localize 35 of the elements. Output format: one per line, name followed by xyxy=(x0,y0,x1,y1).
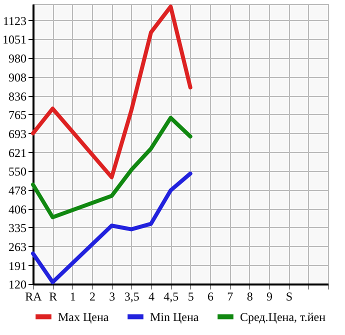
y-tick-label: 191 xyxy=(8,258,26,273)
y-tick-label: 478 xyxy=(8,183,26,198)
x-tick-label: 4 xyxy=(148,290,154,304)
x-tick-label: 1 xyxy=(70,290,76,304)
line-series xyxy=(31,172,192,284)
y-tick-label: 406 xyxy=(8,202,26,216)
x-tick-label: RA xyxy=(25,290,42,304)
y-tick-label: 550 xyxy=(8,164,26,178)
x-tick-label: R xyxy=(49,290,58,304)
x-tick-label: 9 xyxy=(266,290,272,304)
x-tick-label: 3,5 xyxy=(124,290,140,304)
y-tick-label: 1123 xyxy=(2,14,26,28)
x-tick-label: 5 xyxy=(188,290,194,304)
x-tick-label: 3 xyxy=(109,290,116,304)
y-tick-label: 263 xyxy=(8,240,26,254)
x-tick-label: 8 xyxy=(246,290,253,304)
y-tick-label: 120 xyxy=(8,278,26,292)
legend-label: Max Цена xyxy=(58,310,110,324)
legend-label: Сред.Цена, т.йен xyxy=(240,310,326,324)
x-tick-label: 4,5 xyxy=(164,290,179,304)
x-tick-label: 7 xyxy=(227,290,234,304)
x-tick-label: S xyxy=(286,290,293,304)
y-tick-label: 335 xyxy=(8,220,26,235)
x-tick-label: 2 xyxy=(90,290,96,304)
x-tick-label: 6 xyxy=(208,290,214,304)
line-series xyxy=(31,4,192,180)
line-series xyxy=(31,116,192,220)
y-tick-label: 1051 xyxy=(2,32,26,47)
y-tick-label: 621 xyxy=(8,146,26,160)
y-tick-label: 765 xyxy=(8,108,26,122)
y-tick-label: 836 xyxy=(8,89,26,104)
legend-label: Min Цена xyxy=(150,310,200,324)
y-tick-label: 980 xyxy=(8,51,26,66)
y-tick-label: 693 xyxy=(8,126,26,141)
y-tick-label: 908 xyxy=(8,70,26,84)
